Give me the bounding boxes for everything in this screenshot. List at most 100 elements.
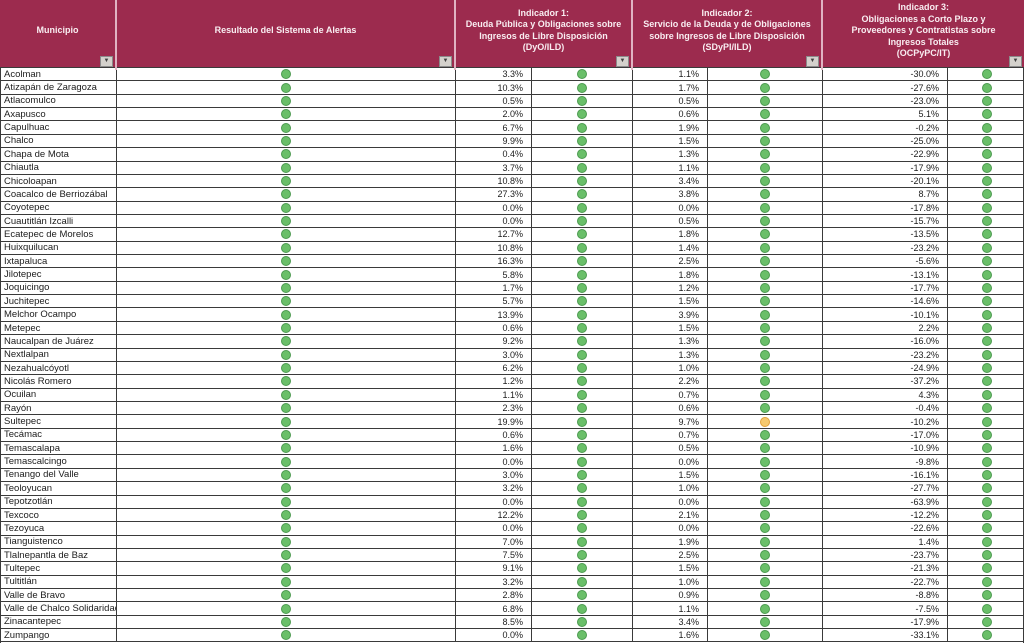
indicador-2-value-cell: 3.8% [633, 188, 708, 201]
resultado-cell [117, 94, 456, 108]
filter-dropdown-button[interactable]: ▼ [806, 55, 819, 67]
indicador-1-status-dot [577, 429, 587, 440]
resultado-cell [117, 548, 456, 562]
resultado-cell [117, 401, 456, 415]
indicador-2-dot-cell [708, 482, 823, 495]
indicador-2-dot-cell [708, 415, 823, 428]
indicador-1-value-cell: 3.2% [456, 575, 532, 589]
indicador-3-value-cell: -5.6% [823, 255, 948, 268]
municipio-cell: Capulhuac [1, 121, 117, 134]
indicador-2-status-dot [760, 296, 770, 307]
indicador-3-dot-cell [948, 148, 1024, 160]
municipio-cell: Zinacantepec [1, 615, 117, 629]
indicador-2-status-dot [760, 429, 770, 440]
filter-dropdown-button[interactable]: ▼ [100, 55, 113, 67]
indicador-1-dot-cell [532, 615, 633, 629]
indicador-2-status-dot [760, 282, 770, 293]
indicador-3-value-cell: -13.5% [823, 228, 948, 241]
indicador-3-status-dot [981, 69, 992, 80]
indicador-3-dot-cell [948, 215, 1024, 227]
indicador-2-status-dot [760, 630, 770, 641]
indicador-3-dot-cell [948, 108, 1024, 120]
table-row: Coacalco de Berriozábal 27.3% 3.8% 8.7% [1, 188, 1023, 202]
indicador-2-status-dot [760, 550, 770, 561]
indicador-1-value-cell: 0.6% [456, 428, 532, 442]
indicador-3-dot-cell [948, 335, 1024, 347]
indicador-3-value-cell: 5.1% [823, 108, 948, 121]
indicador-3-status-dot [981, 496, 992, 507]
indicador-3-dot-cell [948, 135, 1024, 147]
header-indicador-2: Indicador 2: Servicio de la Deuda y de O… [633, 0, 823, 70]
indicador-1-status-dot [577, 122, 587, 133]
resultado-cell [117, 134, 456, 148]
filter-dropdown-button[interactable]: ▼ [616, 55, 629, 67]
table-row: Metepec 0.6% 1.5% 2.2% [1, 321, 1023, 336]
indicador-2-status-dot [760, 523, 770, 534]
table-row: Chapa de Mota 0.4% 1.3% -22.9% [1, 148, 1024, 162]
indicador-3-dot-cell [948, 121, 1024, 133]
indicador-1-dot-cell [532, 281, 633, 295]
indicador-1-value-cell: 0.4% [456, 148, 532, 161]
indicador-2-status-dot [760, 216, 770, 227]
table-row: Chiautla 3.7% 1.1% -17.9% [1, 161, 1023, 175]
indicador-1-dot-cell [532, 148, 633, 161]
municipio-cell: Ecatepec de Morelos [1, 228, 117, 241]
indicador-3-status-dot [981, 109, 992, 120]
indicador-2-status-dot [760, 349, 770, 360]
indicador-3-value-cell: -27.6% [823, 81, 948, 94]
indicador-1-dot-cell [532, 375, 633, 388]
resultado-cell [117, 535, 456, 548]
table-row: Nextlalpan 3.0% 1.3% -23.2% [1, 348, 1023, 362]
filter-dropdown-button[interactable]: ▼ [1009, 55, 1022, 67]
indicador-2-status-dot [760, 323, 770, 333]
indicador-1-dot-cell [532, 134, 633, 148]
table-row: Texcoco 12.2% 2.1% -12.2% [1, 508, 1023, 523]
indicador-1-value-cell: 12.2% [456, 508, 532, 522]
indicador-3-value-cell: -0.2% [823, 121, 948, 134]
resultado-cell [117, 121, 456, 134]
indicador-1-dot-cell [532, 241, 633, 255]
indicador-3-status-dot [981, 336, 992, 347]
indicador-2-value-cell: 1.4% [633, 241, 708, 255]
resultado-cell [117, 482, 456, 495]
resultado-status-dot [281, 109, 291, 120]
indicador-3-value-cell: -22.7% [823, 575, 948, 589]
indicador-1-status-dot [577, 523, 587, 534]
resultado-status-dot [281, 630, 291, 641]
table-row: Tianguistenco 7.0% 1.9% 1.4% [1, 535, 1023, 549]
filter-dropdown-button[interactable]: ▼ [439, 55, 452, 67]
indicador-3-value-cell: -16.0% [823, 335, 948, 348]
indicador-2-dot-cell [708, 81, 823, 94]
indicador-1-value-cell: 19.9% [456, 415, 532, 428]
indicador-1-value-cell: 6.7% [456, 121, 532, 134]
indicador-1-dot-cell [532, 442, 633, 455]
indicador-2-value-cell: 1.1% [633, 161, 708, 174]
indicador-2-status-dot [760, 416, 770, 427]
indicador-3-status-dot [981, 483, 992, 494]
indicador-3-value-cell: -17.8% [823, 201, 948, 214]
municipio-cell: Jilotepec [1, 268, 117, 281]
indicador-2-dot-cell [708, 375, 823, 388]
indicador-3-status-dot [981, 269, 992, 280]
indicador-3-status-dot [981, 256, 992, 267]
header-resultado: Resultado del Sistema de Alertas ▼ [117, 0, 456, 70]
resultado-cell [117, 348, 456, 361]
table-row: Ixtapaluca 16.3% 2.5% -5.6% [1, 255, 1023, 269]
indicador-2-dot-cell [708, 268, 823, 281]
resultado-cell [117, 455, 456, 468]
indicador-2-status-dot [760, 443, 770, 454]
indicador-1-value-cell: 0.0% [456, 495, 532, 508]
indicador-2-value-cell: 3.9% [633, 308, 708, 321]
municipio-cell: Metepec [1, 321, 117, 335]
resultado-status-dot [281, 176, 291, 187]
resultado-status-dot [281, 550, 291, 561]
indicador-1-dot-cell [532, 228, 633, 241]
indicador-1-value-cell: 13.9% [456, 308, 532, 321]
indicador-2-dot-cell [708, 121, 823, 134]
indicador-3-value-cell: 1.4% [823, 535, 948, 548]
indicador-1-value-cell: 1.6% [456, 442, 532, 455]
table-row: Tenango del Valle 3.0% 1.5% -16.1% [1, 468, 1023, 483]
indicador-2-status-dot [760, 135, 770, 146]
indicador-3-status-dot [981, 349, 992, 360]
